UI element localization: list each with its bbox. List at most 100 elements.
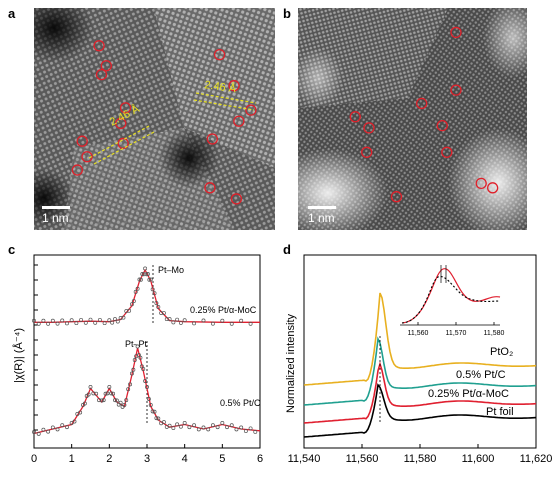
chart-c-point	[229, 321, 234, 326]
chart-c-point	[178, 424, 183, 429]
chart-d-xtick-2: 11,580	[404, 453, 437, 465]
chart-c-point	[103, 391, 108, 396]
chart-c-point	[248, 426, 253, 431]
chart-c-point	[118, 400, 123, 405]
chart-d-label-moc: 0.25% Pt/α-MoC	[428, 388, 509, 400]
chart-c-series-label-ptc: 0.5% Pt/C	[220, 398, 261, 408]
chart-c-point	[182, 318, 187, 323]
chart-c-point	[137, 277, 142, 282]
chart-c-point	[72, 419, 77, 424]
chart-c-point	[215, 425, 220, 430]
chart-c-point	[110, 320, 115, 325]
chart-c-point	[93, 320, 98, 325]
chart-c-point	[159, 311, 164, 315]
chart-c-point	[138, 277, 143, 282]
panel-letter-a: a	[8, 6, 16, 21]
chart-c-point	[167, 423, 172, 428]
micrograph-a-marker-5	[76, 135, 88, 147]
chart-c-point	[114, 398, 119, 403]
chart-c-point	[196, 427, 201, 432]
micrograph-a-marker-15	[117, 137, 129, 150]
chart-c-series-label-moc: 0.25% Pt/α-MoC	[190, 305, 257, 315]
chart-c-point	[111, 391, 116, 396]
chart-c-point	[88, 385, 93, 389]
micrograph-b-marker-2	[416, 97, 428, 110]
chart-c-point	[60, 318, 65, 323]
chart-c-point	[248, 321, 253, 326]
chart-c-point	[65, 425, 69, 430]
chart-c-point	[161, 420, 166, 425]
chart-c-xtick-1: 1	[69, 453, 75, 465]
chart-c-point	[156, 416, 161, 421]
chart-c-point	[225, 425, 229, 430]
chart-c-point	[101, 398, 106, 403]
chart-c-point	[115, 319, 120, 324]
chart-c-point	[97, 317, 102, 322]
chart-c-point	[107, 385, 112, 389]
chart-c-point	[50, 318, 55, 323]
chart-c-point	[152, 291, 157, 296]
chart-c-point	[122, 403, 127, 407]
chart-c-point	[32, 318, 36, 323]
micrograph-a-marker-4	[115, 117, 127, 130]
micrograph-a-marker-9	[228, 80, 240, 92]
chart-c-point	[210, 321, 215, 326]
chart-c-xtick-2: 2	[106, 453, 112, 465]
chart-d-series-ptc	[303, 336, 537, 406]
chart-c-point	[145, 272, 150, 276]
micrograph-b-marker-3	[349, 111, 361, 123]
chart-c-point	[133, 289, 138, 294]
panel-letter-c: c	[8, 242, 16, 257]
chart-c-point	[161, 311, 166, 316]
chart-d-inset-xtick-1: 11,570	[446, 330, 467, 337]
chart-c-point	[140, 272, 145, 276]
chart-c-point	[171, 426, 176, 430]
marker-layer-a	[71, 40, 257, 205]
chart-d-label-foil: Pt foil	[486, 406, 514, 418]
micrograph-b: 1 nm	[298, 8, 527, 230]
chart-c-point	[143, 266, 148, 271]
chart-c-xtick-4: 4	[182, 453, 188, 465]
chart-c-point	[154, 416, 159, 421]
chart-c-point	[229, 423, 234, 428]
chart-c-point	[46, 429, 51, 434]
chart-c-point	[74, 321, 79, 326]
chart-c: |χ(R)| (Å⁻⁴) 0 1 2 3 4 5 6 Pt–Mo Pt–Pt 0.25% P…	[12, 254, 263, 465]
chart-c-point	[148, 403, 153, 407]
chart-c-point	[201, 318, 206, 323]
scale-bar-label-a: 1 nm	[42, 211, 69, 225]
chart-c-xticks: 0 1 2 3 4 5 6	[31, 444, 263, 465]
chart-c-point	[135, 286, 140, 291]
micrograph-a-marker-12	[206, 133, 218, 145]
chart-d-inset-xtick-0: 11,560	[408, 330, 429, 337]
chart-c-point	[107, 318, 112, 323]
chart-c-point	[105, 391, 110, 396]
micrograph-a-marker-0	[93, 40, 105, 52]
chart-c-point	[175, 422, 180, 427]
chart-c-xtick-3: 3	[144, 453, 150, 465]
chart-c-series-ptc-points	[32, 344, 258, 436]
micrograph-a-marker-10	[245, 104, 257, 116]
chart-c-point	[41, 318, 46, 323]
chart-c-point	[143, 379, 148, 383]
panel-letter-d: d	[283, 242, 291, 257]
chart-c-point	[210, 423, 215, 428]
chart-c-point	[239, 425, 244, 430]
chart-c-point	[152, 409, 157, 414]
chart-c-peak-label-pt: Pt–Pt	[125, 339, 148, 349]
micrograph-b-marker-10	[486, 182, 499, 194]
chart-c-point	[36, 431, 41, 436]
chart-d-series-pto2	[303, 292, 537, 386]
chart-c-point	[60, 423, 65, 428]
chart-c-point	[148, 277, 153, 282]
chart-c-point	[220, 318, 225, 323]
chart-c-point	[147, 277, 152, 282]
chart-c-yticks	[34, 264, 38, 431]
chart-d-inset: 11,560 11,570 11,580	[400, 263, 508, 337]
chart-c-xtick-6: 6	[257, 453, 263, 465]
micrograph-a-marker-6	[81, 151, 93, 163]
lattice-label-a2: 2.46 Å	[204, 78, 238, 95]
chart-d-series-moc	[303, 361, 537, 424]
micrograph-b-marker-1	[450, 84, 462, 96]
chart-c-point	[243, 428, 248, 433]
